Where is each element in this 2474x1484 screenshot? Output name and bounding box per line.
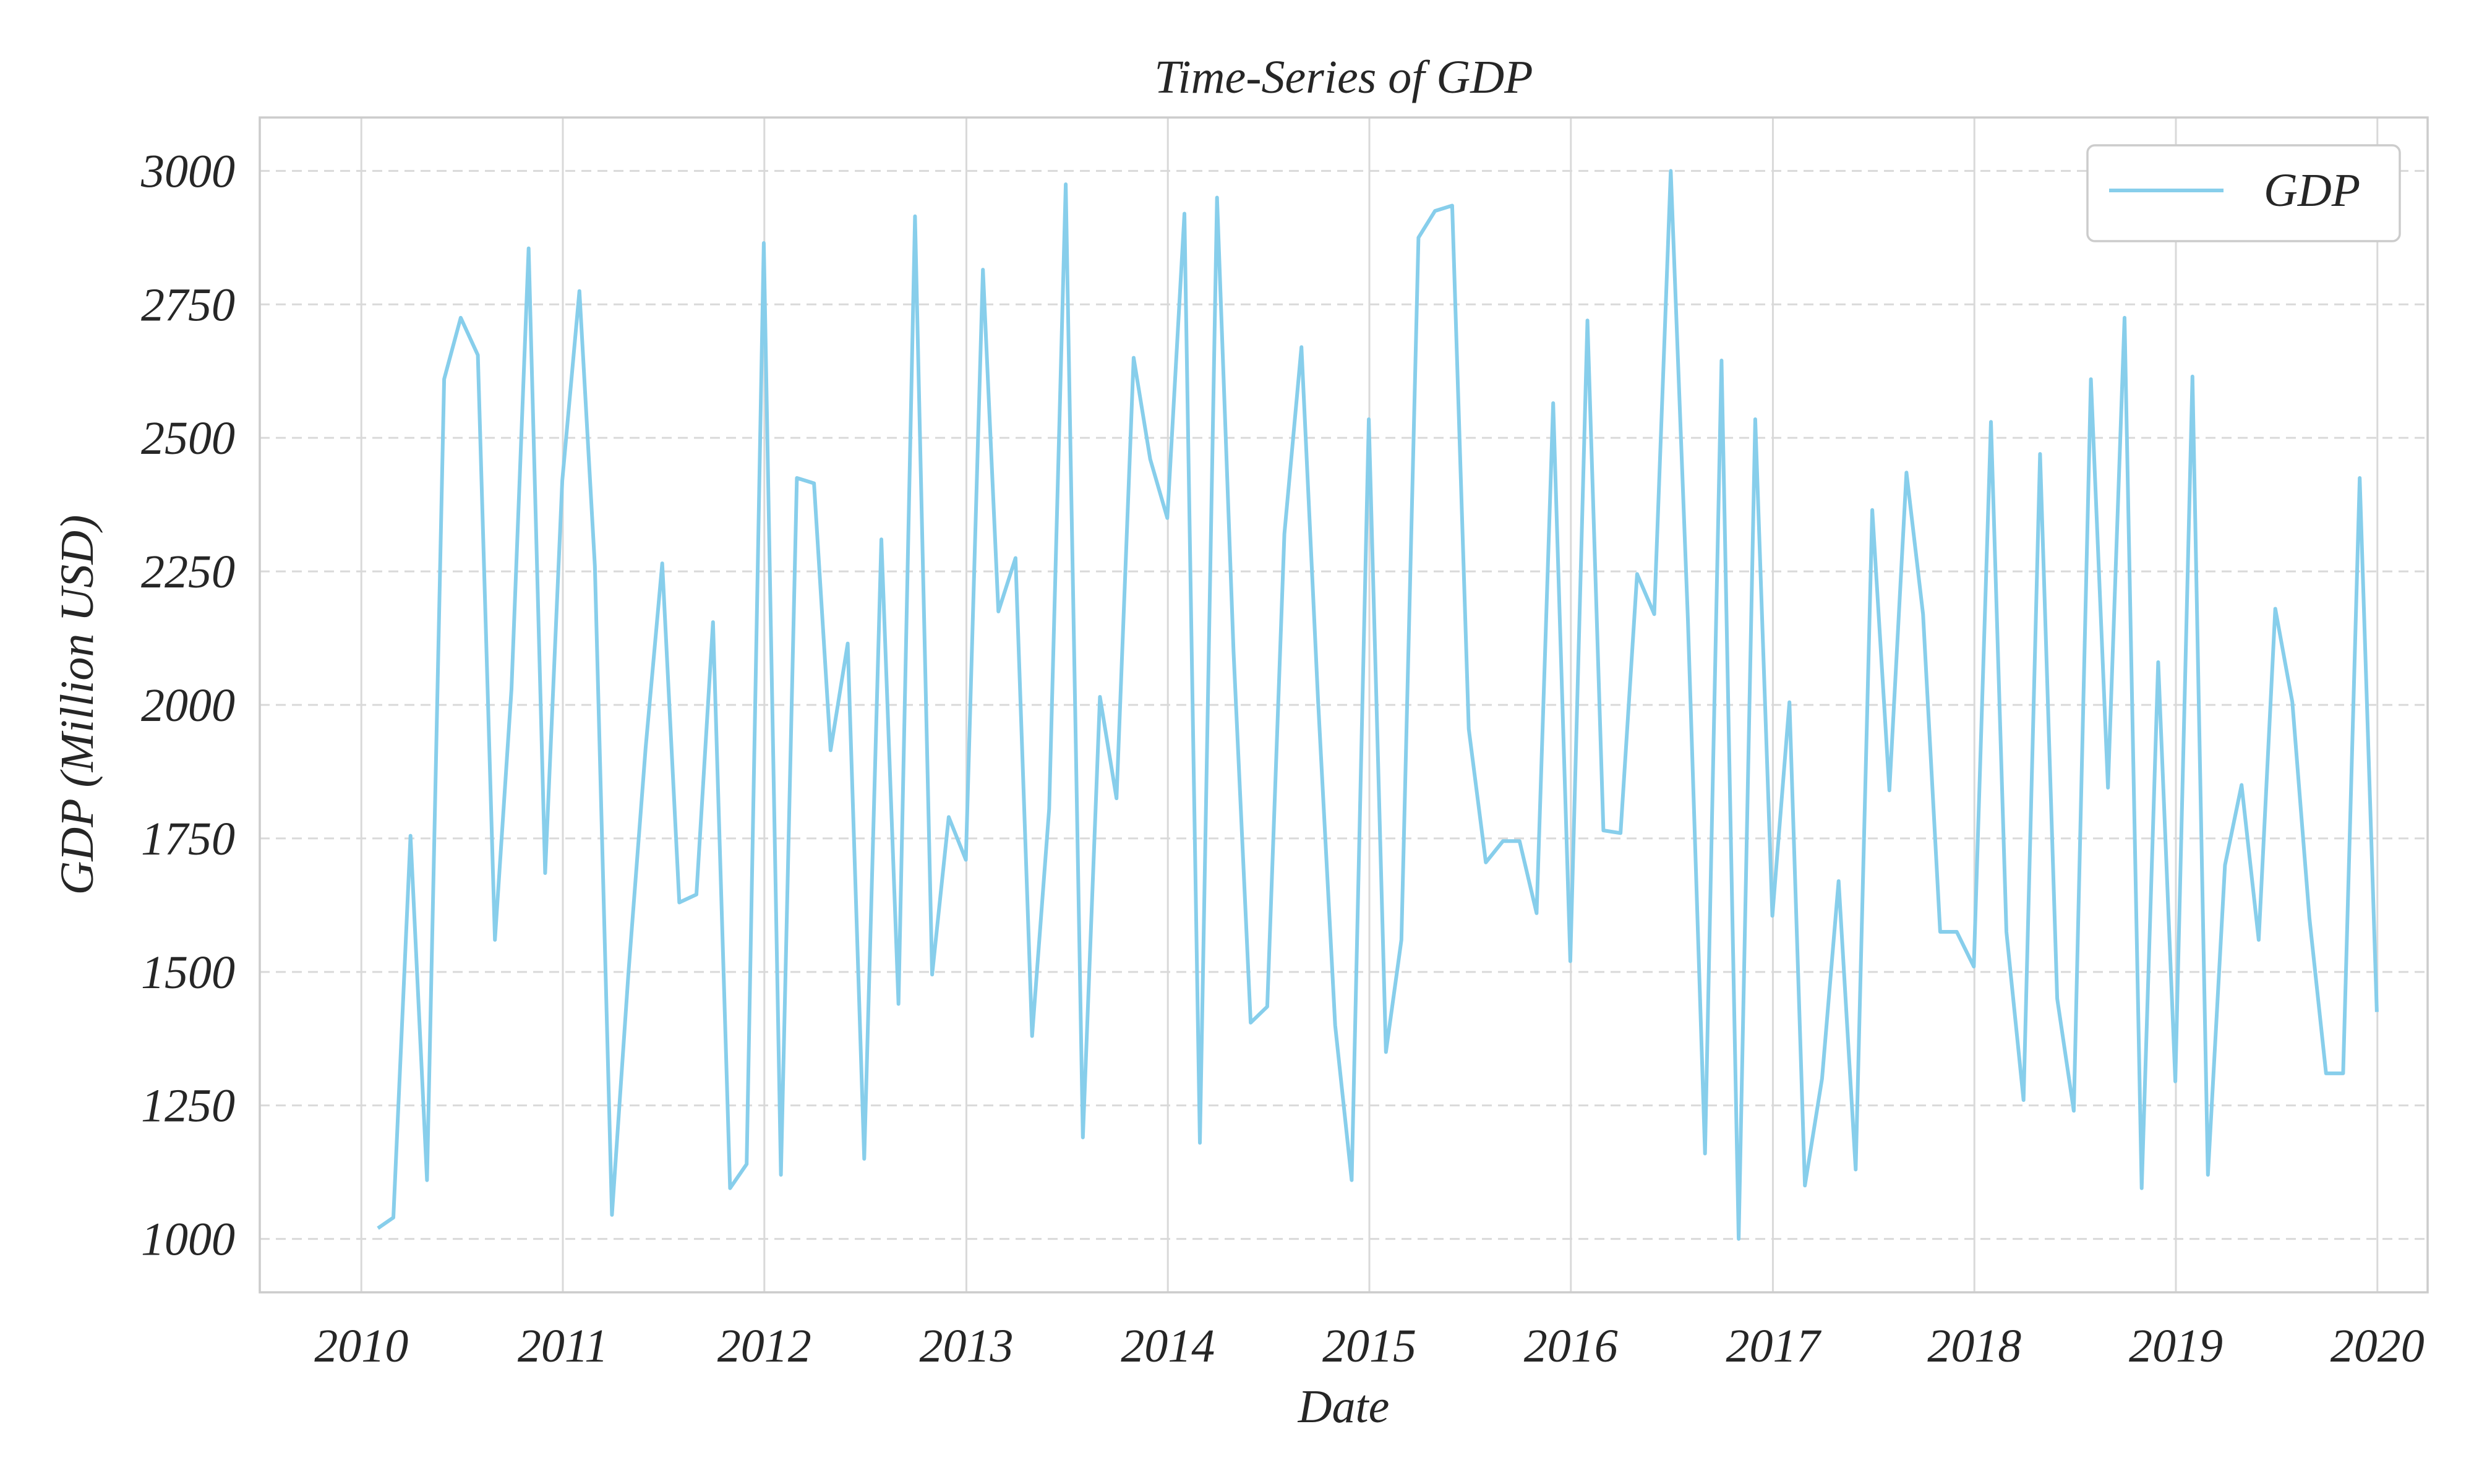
x-axis-ticks: 2010 2011 2012 2013 2014 2015 2016 2017 2018 2019… <box>314 1320 2425 1372</box>
y-tick-label: 3000 <box>140 145 235 197</box>
y-tick-label: 2000 <box>141 680 235 731</box>
y-tick-label: 2750 <box>141 279 235 331</box>
y-tick-label: 1500 <box>141 947 235 999</box>
x-tick-label: 2014 <box>1121 1320 1215 1372</box>
x-tick-label: 2017 <box>1726 1320 1821 1372</box>
x-axis-label: Date <box>1298 1381 1390 1433</box>
y-tick-label: 1250 <box>141 1080 235 1132</box>
chart-title: Time-Series of GDP <box>1154 51 1533 103</box>
x-tick-label: 2012 <box>717 1320 811 1372</box>
x-tick-label: 2018 <box>1927 1320 2021 1372</box>
x-tick-label: 2016 <box>1524 1320 1618 1372</box>
legend: GDP <box>2086 144 2401 242</box>
y-axis-ticks: 1000 1250 1500 1750 2000 2250 2500 2750 3000 <box>140 145 235 1265</box>
x-tick-label: 2011 <box>518 1320 608 1372</box>
y-tick-label: 1000 <box>141 1214 235 1266</box>
series-line-gdp <box>377 169 2379 1241</box>
legend-box <box>2086 144 2401 242</box>
x-tick-label: 2010 <box>314 1320 408 1372</box>
legend-label-gdp: GDP <box>2264 164 2360 216</box>
series-layer <box>377 169 2379 1241</box>
y-tick-label: 2500 <box>141 412 235 464</box>
y-tick-label: 1750 <box>141 813 235 865</box>
y-axis-label: GDP (Million USD) <box>51 515 103 895</box>
x-tick-label: 2019 <box>2129 1320 2223 1372</box>
x-tick-label: 2020 <box>2331 1320 2425 1372</box>
x-tick-label: 2015 <box>1322 1320 1416 1372</box>
plot-frame <box>259 116 2429 1294</box>
y-tick-label: 2250 <box>141 546 235 598</box>
x-tick-label: 2013 <box>919 1320 1013 1372</box>
